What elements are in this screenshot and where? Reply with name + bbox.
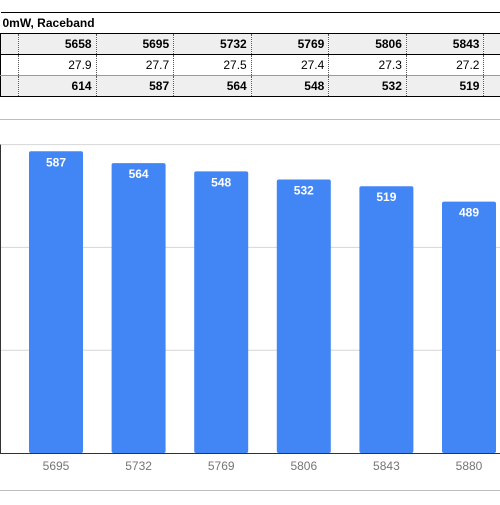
x-tick-label: 5695 — [43, 459, 70, 473]
bar-5843[interactable] — [359, 186, 414, 453]
x-tick-label: 5806 — [290, 459, 317, 473]
cell[interactable] — [483, 54, 500, 76]
x-tick-labels: 5695 5732 5769 5806 5843 5880 — [43, 459, 483, 473]
distance-cell[interactable]: 614 — [18, 75, 97, 97]
chart-frame-bottom-border — [0, 490, 500, 491]
chart-frame-top-border — [0, 119, 500, 120]
gridlines — [0, 144, 500, 453]
x-tick-label: 5769 — [208, 459, 235, 473]
x-tick-label: 5843 — [373, 459, 400, 473]
data-label: 564 — [129, 167, 149, 181]
header-cell[interactable]: 5695 — [95, 33, 174, 55]
value-cell[interactable]: 27.5 — [173, 54, 252, 76]
header-row: 5658 5695 5732 5769 5806 5843 — [0, 33, 500, 55]
bar-5806[interactable] — [276, 179, 331, 453]
cell[interactable] — [0, 54, 19, 76]
value-cell[interactable]: 27.7 — [95, 54, 174, 76]
sheet-title[interactable]: 0mW, Raceband — [0, 12, 500, 34]
header-cell[interactable]: 5843 — [405, 33, 484, 55]
data-label: 489 — [459, 206, 479, 220]
cell[interactable] — [0, 33, 19, 55]
title-row: 0mW, Raceband — [0, 12, 500, 34]
distance-cell[interactable]: 564 — [173, 75, 252, 97]
header-cell[interactable]: 5732 — [173, 33, 252, 55]
distance-cell[interactable]: 519 — [405, 75, 484, 97]
bar-5880[interactable] — [442, 201, 496, 453]
value-cell[interactable]: 27.4 — [250, 54, 329, 76]
cell[interactable] — [0, 75, 19, 97]
distance-cell[interactable]: 587 — [95, 75, 174, 97]
distance-cell[interactable]: 548 — [250, 75, 329, 97]
header-cell[interactable]: 5806 — [328, 33, 407, 55]
bar-5769[interactable] — [194, 171, 249, 453]
value-cell[interactable]: 27.2 — [405, 54, 484, 76]
value-cell[interactable]: 27.3 — [328, 54, 407, 76]
data-label: 587 — [46, 155, 66, 169]
data-label: 519 — [376, 190, 396, 204]
bar-5695[interactable] — [29, 151, 83, 454]
cell[interactable] — [483, 75, 500, 97]
bar-5732[interactable] — [111, 163, 166, 453]
bars — [0, 151, 500, 454]
data-label: 548 — [211, 175, 231, 189]
value-row: 27.9 27.7 27.5 27.4 27.3 27.2 — [0, 54, 500, 76]
distance-cell[interactable]: 532 — [328, 75, 407, 97]
x-tick-label: 5880 — [456, 459, 483, 473]
header-cell[interactable]: 5658 — [18, 33, 97, 55]
data-labels: 587 564 548 532 519 489 — [46, 155, 479, 219]
spreadsheet-table: 0mW, Raceband 5658 5695 5732 5769 5806 5… — [0, 12, 500, 97]
distance-row: 614 587 564 548 532 519 — [0, 75, 500, 97]
data-label: 532 — [294, 184, 314, 198]
header-cell[interactable]: 5769 — [250, 33, 329, 55]
data-grid: 0mW, Raceband 5658 5695 5732 5769 5806 5… — [0, 12, 500, 97]
value-cell[interactable]: 27.9 — [18, 54, 97, 76]
x-tick-label: 5732 — [125, 459, 152, 473]
cell[interactable] — [483, 33, 500, 55]
